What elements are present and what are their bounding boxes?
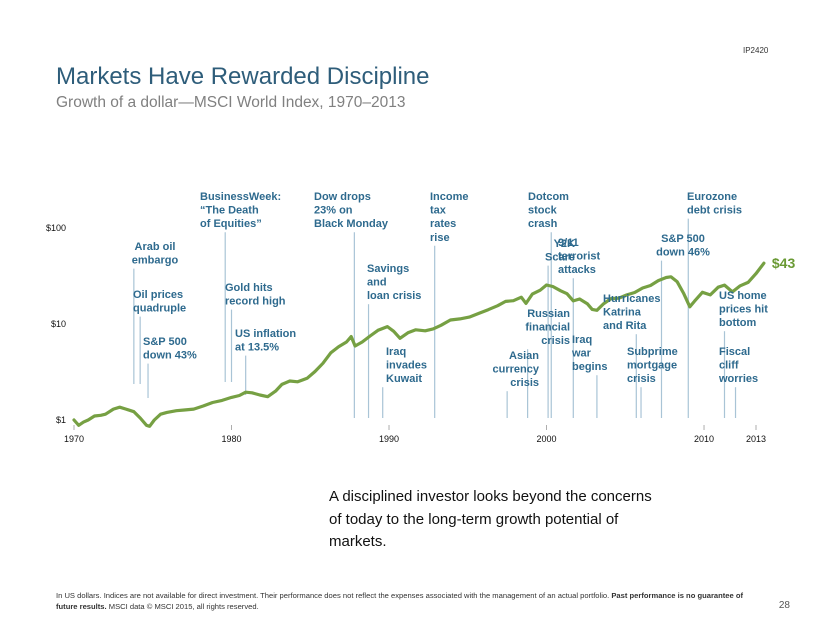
event-annotation: Subprime mortgage crisis [627, 346, 678, 385]
x-tick-label: 2013 [746, 434, 766, 444]
y-tick-label: $1 [56, 415, 66, 425]
event-annotation: Oil prices quadruple [133, 289, 186, 315]
event-annotation: Gold hits record high [225, 282, 286, 308]
x-tick-label: 1990 [379, 434, 399, 444]
event-annotation: Asian currency crisis [493, 350, 540, 389]
event-annotation: Iraq war begins [571, 334, 607, 373]
event-annotation: BusinessWeek: “The Death of Equities” [200, 191, 281, 230]
slide-subtitle: Growth of a dollar—MSCI World Index, 197… [56, 94, 406, 111]
event-annotation: Dotcom stock crash [528, 191, 569, 230]
growth-chart: $1 $10 $100 1970 1980 1990 2000 2010 2013 $43 Arab… [46, 191, 796, 444]
y-tick-label: $100 [46, 223, 66, 233]
event-annotation: Iraq invades Kuwait [386, 346, 427, 385]
event-annotation: S&P 500 down 46% [656, 233, 710, 259]
page-number: 28 [778, 600, 790, 611]
event-annotation: Russian financial crisis [525, 308, 570, 347]
caption-text: A disciplined investor looks beyond the … [329, 488, 652, 550]
slide-code: IP2420 [743, 46, 769, 55]
event-annotation: Income tax rates rise [430, 191, 469, 244]
event-annotation: Hurricanes Katrina and Rita [603, 293, 660, 332]
end-value-label: $43 [772, 255, 796, 271]
event-annotation: Y2K Scare [545, 238, 575, 264]
event-annotation: Savings and loan crisis [367, 263, 421, 302]
event-annotation: 9/11 terrorist attacks [558, 237, 601, 276]
slide-title: Markets Have Rewarded Discipline [56, 63, 430, 90]
x-tick-label: 2000 [537, 434, 557, 444]
event-annotation: Arab oil embargo [132, 241, 179, 267]
series-line [72, 261, 766, 428]
x-tick-label: 1970 [64, 434, 84, 444]
footnote-disclaimer: In US dollars. Indices are not available… [56, 591, 612, 600]
footnote-bold: Past performance is no guarantee of futu… [56, 591, 744, 611]
event-annotation: Fiscal cliff worries [718, 346, 758, 385]
event-annotation: Eurozone debt crisis [687, 191, 742, 217]
y-tick-label: $10 [51, 319, 66, 329]
x-tick-label: 2010 [694, 434, 714, 444]
footnote: In US dollars. Indices are not available… [56, 591, 756, 612]
event-annotation: US home prices hit bottom [719, 290, 768, 329]
event-annotation: US inflation at 13.5% [235, 328, 296, 354]
x-tick-label: 1980 [221, 434, 241, 444]
event-annotation: Dow drops 23% on Black Monday [314, 191, 389, 230]
footnote-copyright: MSCI data © MSCI 2015, all rights reserv… [106, 601, 259, 611]
event-annotation: S&P 500 down 43% [143, 336, 197, 362]
